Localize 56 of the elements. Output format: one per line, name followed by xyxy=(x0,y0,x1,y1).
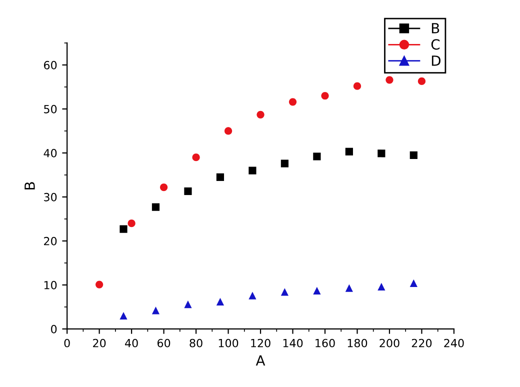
point xyxy=(248,166,256,174)
point xyxy=(216,298,224,306)
point xyxy=(386,76,394,84)
x-tick-label: 200 xyxy=(380,338,400,348)
x-tick-label: 220 xyxy=(412,338,432,348)
point xyxy=(128,220,136,228)
point xyxy=(410,279,418,287)
point xyxy=(313,286,321,294)
point xyxy=(280,288,289,296)
point xyxy=(120,225,128,233)
point xyxy=(280,160,289,168)
point xyxy=(353,82,362,90)
y-tick-label: 50 xyxy=(44,104,57,114)
y-tick-label: 0 xyxy=(51,324,57,334)
x-tick-label: 100 xyxy=(218,338,238,348)
y-tick-label: 30 xyxy=(44,192,57,202)
y-tick-label: 20 xyxy=(44,236,57,246)
x-tick-label: 20 xyxy=(93,338,106,348)
y-tick-label: 60 xyxy=(44,60,57,70)
x-tick-label: 140 xyxy=(283,338,303,348)
legend-label: C xyxy=(431,39,440,50)
point xyxy=(152,203,160,211)
point xyxy=(216,173,224,181)
x-tick-label: 60 xyxy=(158,338,170,348)
x-tick-label: 240 xyxy=(444,338,464,348)
y-axis-title: B xyxy=(24,182,35,190)
x-tick-label: 0 xyxy=(64,338,70,348)
point xyxy=(152,306,160,314)
legend-label: D xyxy=(432,56,440,66)
x-axis-title: A xyxy=(256,355,266,366)
point xyxy=(224,127,232,135)
point xyxy=(192,154,200,162)
x-tick-label: 120 xyxy=(251,338,270,348)
point xyxy=(378,150,386,158)
point xyxy=(160,183,168,192)
point xyxy=(184,300,192,308)
x-tick-label: 40 xyxy=(125,338,138,348)
point xyxy=(248,292,256,300)
y-tick-label: 10 xyxy=(44,280,57,290)
point xyxy=(96,280,104,288)
point xyxy=(120,312,128,320)
point xyxy=(184,187,192,196)
point xyxy=(321,92,329,100)
legend-label: B xyxy=(432,23,440,34)
point xyxy=(378,282,386,291)
point xyxy=(410,151,418,159)
point xyxy=(345,284,353,292)
x-tick-label: 180 xyxy=(348,338,368,348)
y-tick-label: 40 xyxy=(44,148,57,158)
point xyxy=(345,148,353,156)
point xyxy=(418,77,426,86)
point xyxy=(256,110,264,118)
point xyxy=(313,152,321,160)
x-tick-label: 160 xyxy=(316,338,335,348)
point xyxy=(288,98,297,106)
x-tick-label: 80 xyxy=(190,338,202,348)
